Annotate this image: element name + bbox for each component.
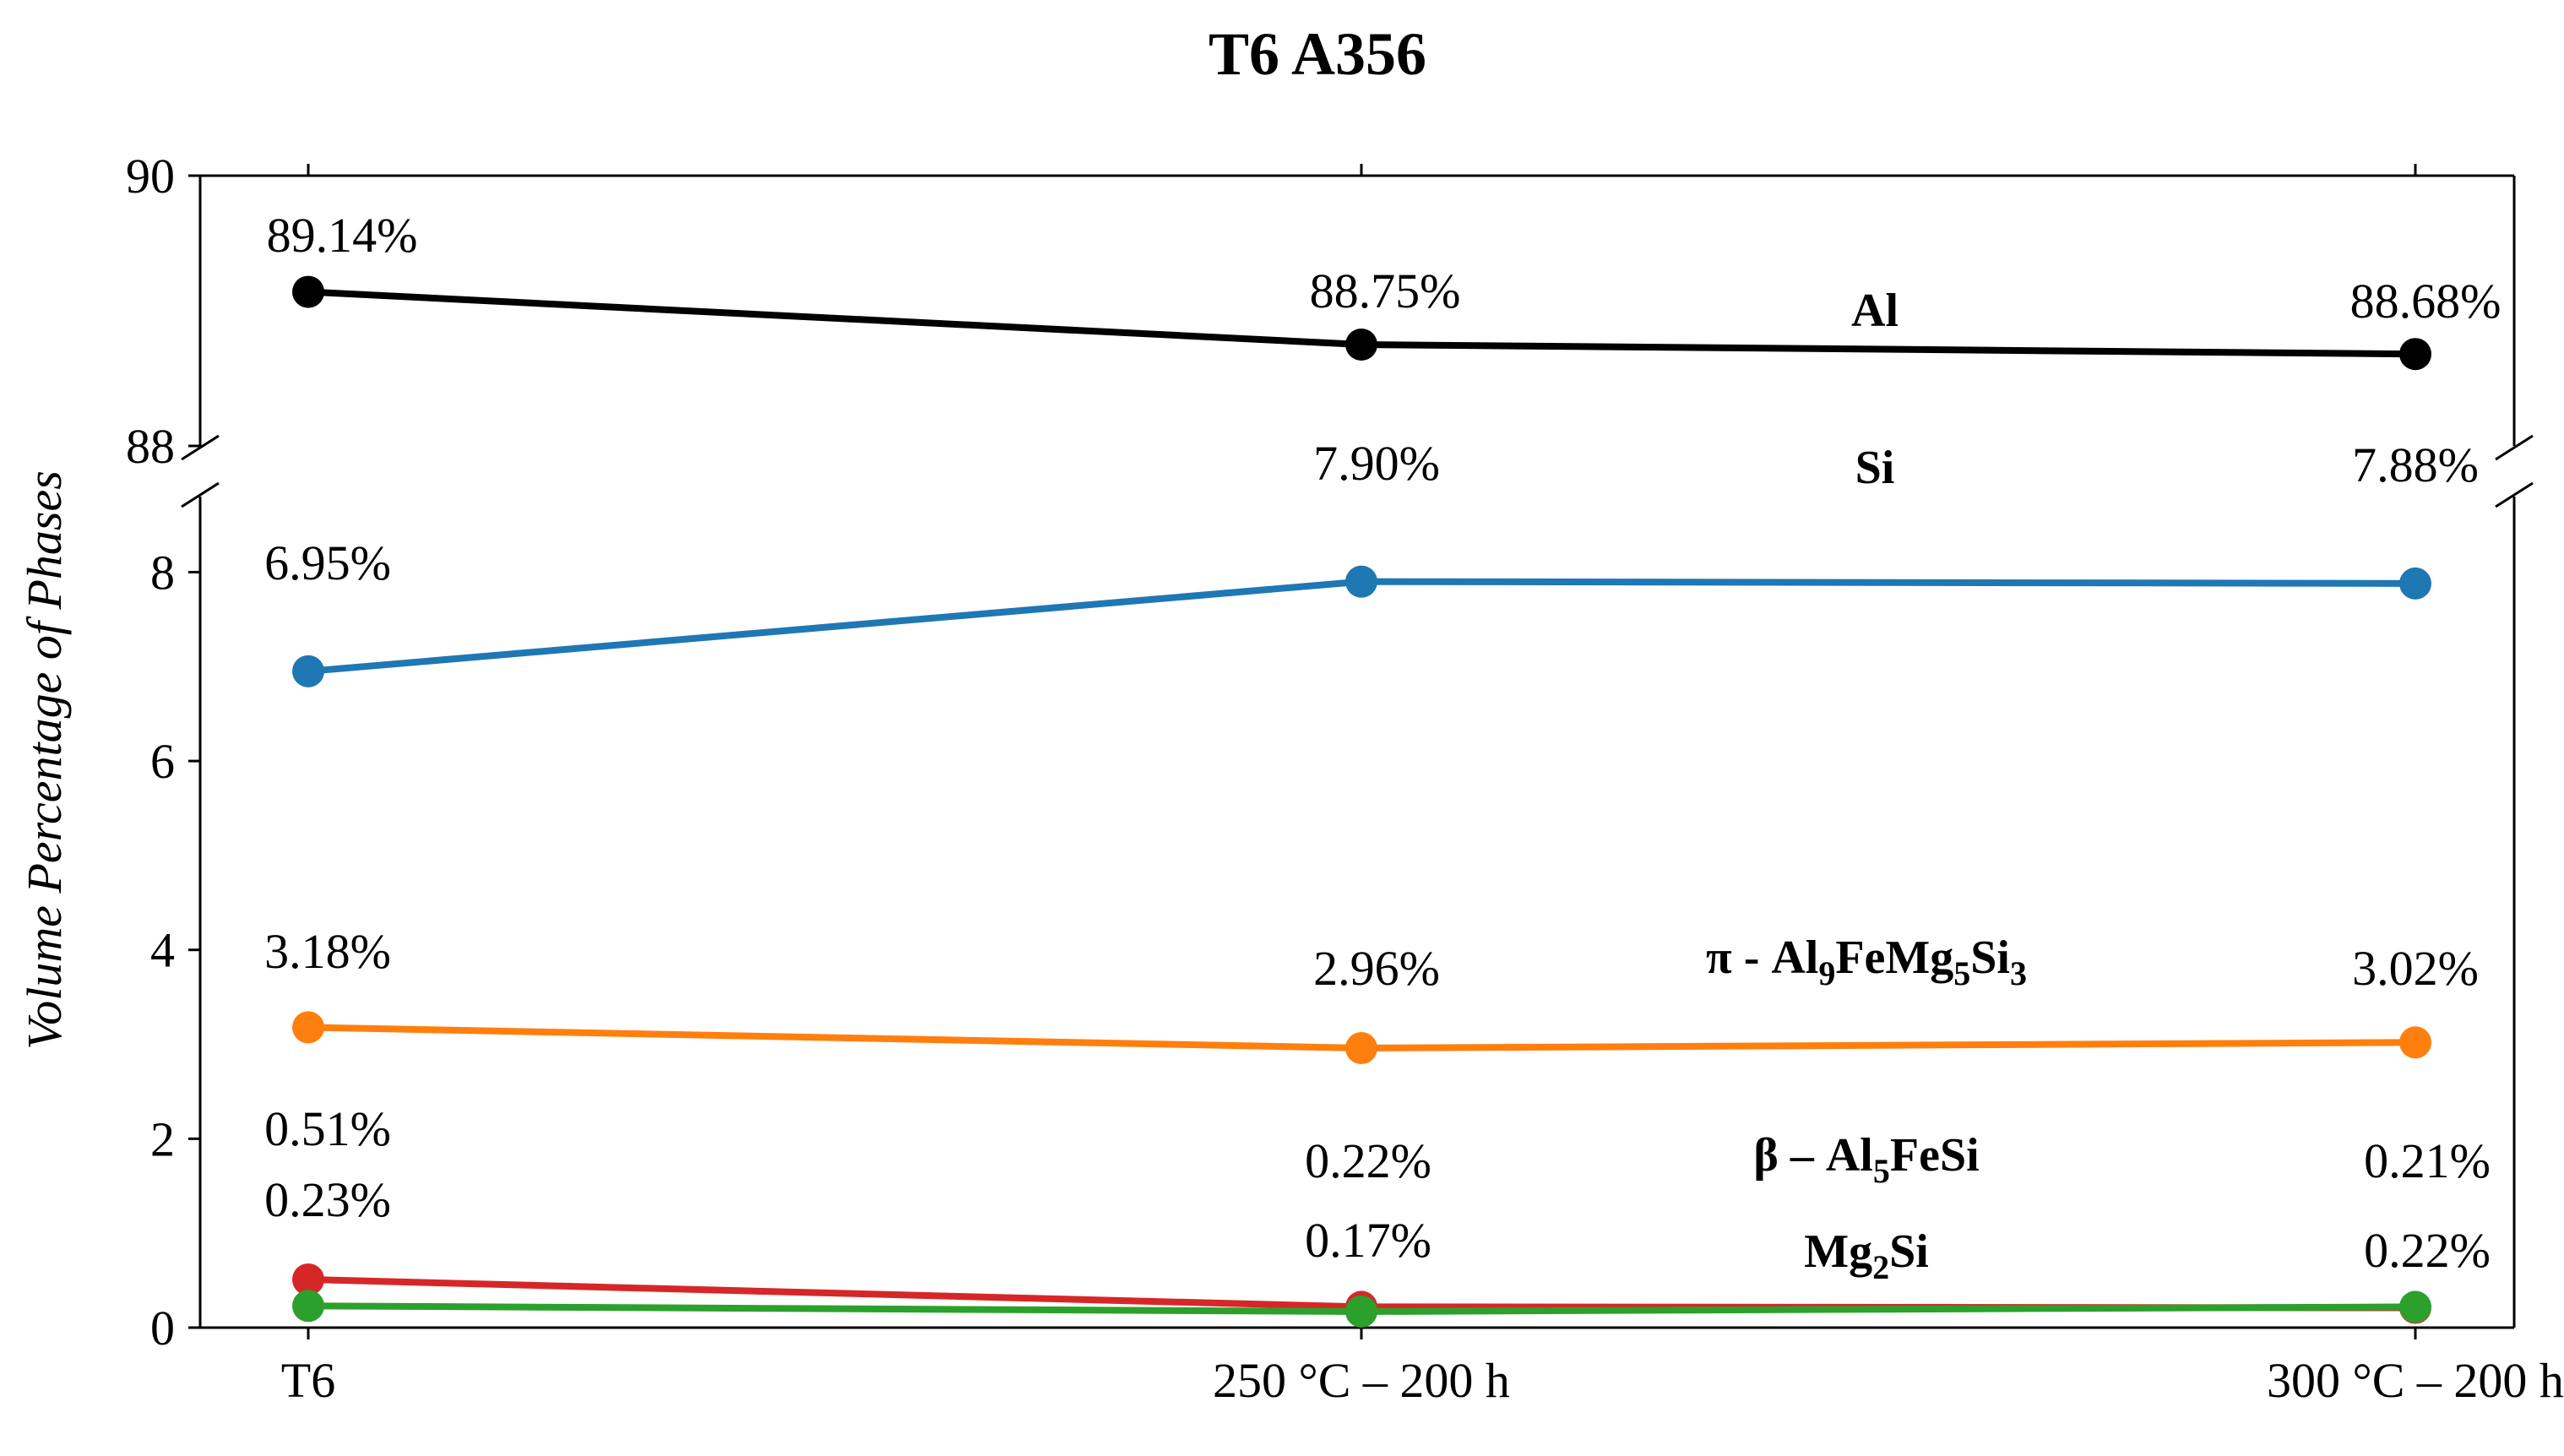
axis-break-mark-left-lower — [181, 481, 220, 508]
y-axis-label: Volume Percentage of Phases — [17, 470, 72, 1050]
data-point-mg2si — [1345, 1295, 1377, 1328]
axis-break-mark-right-upper — [2495, 434, 2534, 461]
data-point-al9femg5si3 — [1345, 1032, 1377, 1065]
data-label-al: 89.14% — [267, 208, 418, 263]
data-point-al9femg5si3 — [292, 1011, 324, 1044]
data-labels: 89.14% 88.75% 88.68% 6.95% 7.90% 7.88% 3.18% 2.… — [264, 208, 2501, 1278]
data-label-mg2si: 0.17% — [1305, 1213, 1431, 1268]
y-tick-label: 4 — [150, 923, 175, 978]
data-label-mg2si: 0.23% — [264, 1172, 391, 1227]
data-point-mg2si — [2399, 1290, 2431, 1323]
data-point-si — [292, 655, 324, 687]
data-point-al — [2399, 338, 2431, 371]
x-tick-label: 250 °C – 200 h — [1213, 1353, 1510, 1408]
chart-title: T6 A356 — [1209, 20, 1426, 88]
data-point-si — [1345, 565, 1377, 598]
series-label-si: Si — [1855, 442, 1895, 494]
data-point-si — [2399, 567, 2431, 600]
data-label-al9femg5si3: 3.02% — [2352, 941, 2479, 996]
data-label-al5fesi: 0.22% — [1305, 1133, 1431, 1188]
y-tick-label: 2 — [150, 1111, 175, 1166]
data-point-mg2si — [292, 1290, 324, 1323]
data-label-si: 6.95% — [264, 535, 391, 590]
y-tick-label: 0 — [150, 1301, 175, 1355]
series-label-al9femg5si3: π - Al9FeMg5Si3 — [1706, 932, 2027, 992]
x-tick-label: T6 — [281, 1353, 335, 1408]
x-tick-label: 300 °C – 200 h — [2267, 1353, 2564, 1408]
data-label-al5fesi: 0.21% — [2364, 1133, 2491, 1188]
series-labels: Al Si π - Al9FeMg5Si3 β – Al5FeSi Mg2Si — [1706, 285, 2027, 1286]
y-tick-label: 6 — [150, 734, 175, 789]
data-label-mg2si: 0.22% — [2364, 1223, 2491, 1278]
series-markers — [292, 275, 2431, 1328]
data-label-al: 88.75% — [1310, 263, 1461, 318]
series-label-mg2si: Mg2Si — [1804, 1225, 1929, 1286]
y-tick-label: 90 — [126, 149, 175, 204]
data-point-al5fesi — [292, 1263, 324, 1296]
data-point-al — [292, 275, 324, 308]
data-label-al9femg5si3: 2.96% — [1313, 941, 1440, 996]
data-label-si: 7.90% — [1313, 436, 1440, 491]
axis-break-mark-left-upper — [181, 434, 220, 461]
data-label-al5fesi: 0.51% — [264, 1101, 391, 1156]
axis-break-mark-right-lower — [2495, 481, 2534, 508]
data-point-al9femg5si3 — [2399, 1026, 2431, 1059]
data-point-al — [1345, 329, 1377, 361]
data-label-si: 7.88% — [2352, 437, 2479, 492]
y-tick-label: 8 — [150, 545, 175, 600]
data-label-al9femg5si3: 3.18% — [264, 924, 391, 979]
data-label-al: 88.68% — [2350, 274, 2502, 329]
y-tick-label: 88 — [126, 419, 175, 474]
series-label-al: Al — [1851, 285, 1899, 337]
series-label-al5fesi: β – Al5FeSi — [1753, 1129, 1979, 1190]
